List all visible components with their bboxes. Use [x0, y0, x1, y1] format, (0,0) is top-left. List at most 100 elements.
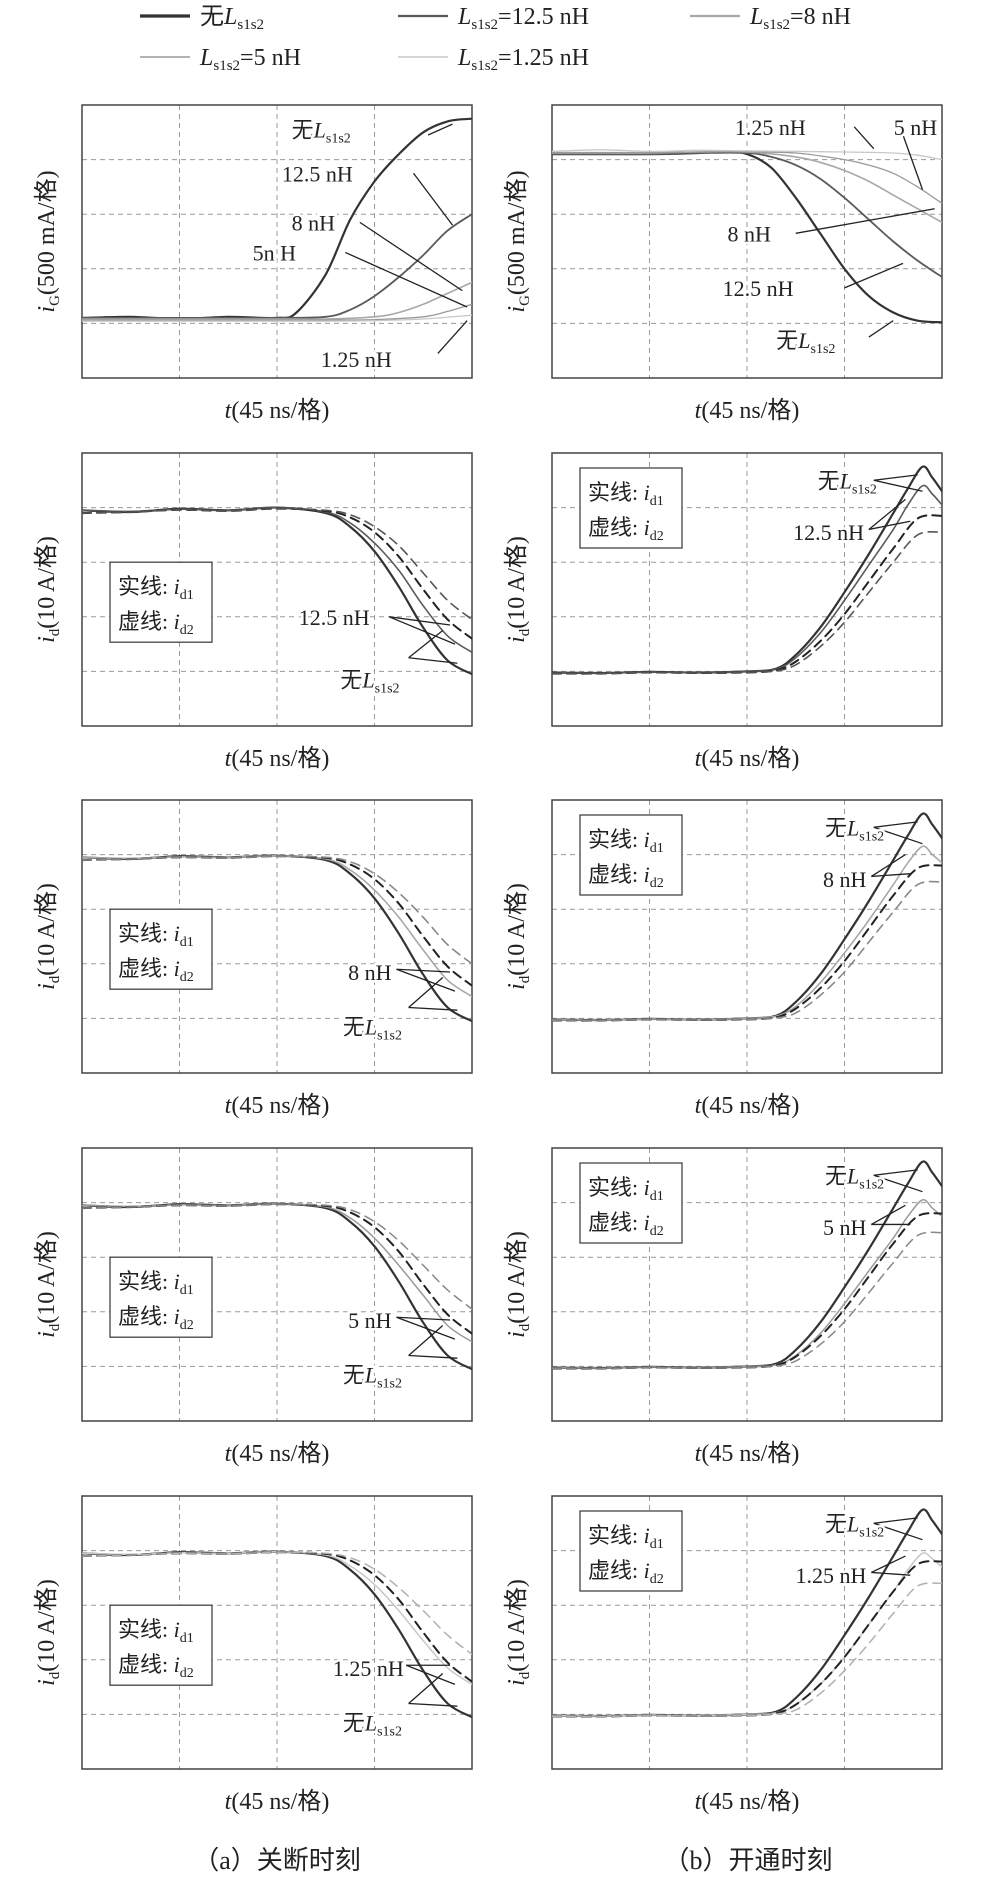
- y-axis-label: id(10 A/格): [503, 1579, 533, 1686]
- annotation-leader: [871, 1571, 911, 1576]
- annotation-label: 8 nH: [823, 867, 867, 892]
- series-line: [82, 1203, 472, 1310]
- line-style-legend-dashed: 虚线: id2: [118, 1652, 194, 1681]
- annotation-label: 5 nH: [823, 1215, 867, 1240]
- annotation-label: 无Ls1s2: [343, 1015, 402, 1044]
- series-line: [82, 303, 472, 321]
- annotation-label: 无Ls1s2: [343, 1363, 402, 1392]
- annotation-leader: [396, 968, 451, 973]
- plot-frame: [551, 1495, 943, 1770]
- annotation-leader: [408, 976, 444, 1008]
- annotation-leader: [408, 629, 444, 659]
- series-line: [82, 281, 472, 320]
- annotation-leader: [870, 854, 906, 877]
- line-style-legend-solid: 实线: id1: [588, 480, 664, 509]
- annotation-label: 无Ls1s2: [343, 1711, 402, 1740]
- line-style-legend-frame: [579, 814, 683, 896]
- annotation-leader: [412, 172, 454, 226]
- series-line: [552, 149, 942, 161]
- x-axis-label: t(45 ns/格): [225, 397, 330, 424]
- annotation-leader: [873, 1522, 923, 1541]
- legend-item: 无Ls1s2: [140, 4, 264, 33]
- series-group: [552, 465, 942, 675]
- line-style-legend-solid: 实线: id1: [118, 1269, 194, 1298]
- annotation-leader: [868, 520, 911, 531]
- annotation-label: 12.5 nH: [299, 605, 370, 630]
- series-line: [82, 507, 472, 621]
- line-style-legend-solid: 实线: id1: [588, 1175, 664, 1204]
- y-axis-label: iG(500 mA/格): [33, 170, 63, 312]
- annotation-label: 1.25 nH: [796, 1563, 867, 1588]
- plot-frame: [81, 1147, 473, 1422]
- line-style-legend-solid: 实线: id1: [118, 921, 194, 950]
- annotation-label: 5 nH: [348, 1308, 392, 1333]
- annotation-label: 无Ls1s2: [825, 815, 884, 844]
- chart-panel-a3: 8 nH 无Ls1s2 实线: id1 虚线: id2 t(45 ns/格) id(10 …: [33, 799, 473, 1119]
- annotation-label: 1.25 nH: [735, 115, 806, 140]
- annotation-leader: [795, 208, 935, 234]
- plot-frame: [551, 1147, 943, 1422]
- line-style-legend-frame: [579, 1510, 683, 1592]
- plot-frame: [81, 452, 473, 727]
- line-style-legend-dashed: 虚线: id2: [588, 515, 664, 544]
- legend-label: Ls1s2=8 nH: [749, 4, 851, 33]
- annotation-leader: [408, 1702, 458, 1707]
- series-group: [552, 1160, 942, 1370]
- line-style-legend-solid: 实线: id1: [588, 1523, 664, 1552]
- annotation-label: 无Ls1s2: [825, 1163, 884, 1192]
- annotation-label: 1.25 nH: [321, 347, 392, 372]
- chart-panel-b3: 无Ls1s2 8 nH 实线: id1 虚线: id2 t(45 ns/格) id(10 …: [503, 799, 943, 1119]
- line-style-legend-solid: 实线: id1: [588, 827, 664, 856]
- annotation-leader: [844, 262, 904, 289]
- plot-frame: [81, 799, 473, 1074]
- annotation-leader: [408, 1354, 458, 1359]
- annotation-leader: [871, 1555, 906, 1574]
- line-style-legend-dashed: 虚线: id2: [118, 609, 194, 638]
- line-style-legend-frame: [109, 1256, 213, 1338]
- line-style-legend-frame: [109, 908, 213, 990]
- legend-label: Ls1s2=1.25 nH: [457, 45, 589, 74]
- y-axis-label: id(10 A/格): [33, 1579, 63, 1686]
- annotation-leader: [408, 657, 458, 664]
- x-axis-label: t(45 ns/格): [695, 1788, 800, 1815]
- line-style-legend: 实线: id1 虚线: id2: [579, 467, 683, 549]
- annotation-leader: [873, 826, 923, 845]
- annotation-label: 5 nH: [894, 115, 938, 140]
- y-axis-label: id(10 A/格): [33, 1231, 63, 1338]
- line-style-legend-solid: 实线: id1: [118, 1617, 194, 1646]
- annotation-leader: [873, 821, 918, 828]
- annotation-leader: [405, 1664, 456, 1685]
- line-style-legend-frame: [579, 1162, 683, 1244]
- annotation-label: 8 nH: [348, 960, 392, 985]
- caption-b: （b）开通时刻: [663, 1846, 832, 1875]
- plot-frame: [81, 1495, 473, 1770]
- line-style-legend-frame: [109, 1604, 213, 1686]
- chart-panel-a2: 12.5 nH 无Ls1s2 实线: id1 虚线: id2 t(45 ns/格) id(…: [33, 452, 473, 772]
- annotation-leader: [388, 616, 456, 645]
- annotation-leader: [396, 1316, 451, 1321]
- x-axis-label: t(45 ns/格): [225, 1788, 330, 1815]
- annotation-label: 5n H: [253, 240, 297, 265]
- plot-frame: [551, 452, 943, 727]
- x-axis-label: t(45 ns/格): [695, 397, 800, 424]
- line-style-legend-dashed: 虚线: id2: [118, 1304, 194, 1333]
- series-line: [552, 1582, 942, 1718]
- series-line: [552, 1231, 942, 1370]
- annotation-leader: [408, 1672, 444, 1704]
- annotation-leader: [853, 126, 875, 150]
- legend-item: Ls1s2=5 nH: [140, 45, 301, 74]
- annotation-label: 无Ls1s2: [776, 328, 835, 357]
- line-style-legend: 实线: id1 虚线: id2: [579, 1162, 683, 1244]
- series-line: [82, 213, 472, 319]
- annotation-label: 8 nH: [728, 221, 772, 246]
- series-group: [552, 812, 942, 1022]
- series-line: [82, 1551, 472, 1656]
- legend-item: Ls1s2=12.5 nH: [398, 4, 589, 33]
- annotation-leader: [408, 1006, 458, 1011]
- line-style-legend: 实线: id1 虚线: id2: [109, 561, 213, 643]
- line-style-legend-dashed: 虚线: id2: [588, 862, 664, 891]
- plot-frame: [551, 104, 943, 379]
- series-line: [552, 151, 942, 278]
- x-axis-label: t(45 ns/格): [695, 1092, 800, 1119]
